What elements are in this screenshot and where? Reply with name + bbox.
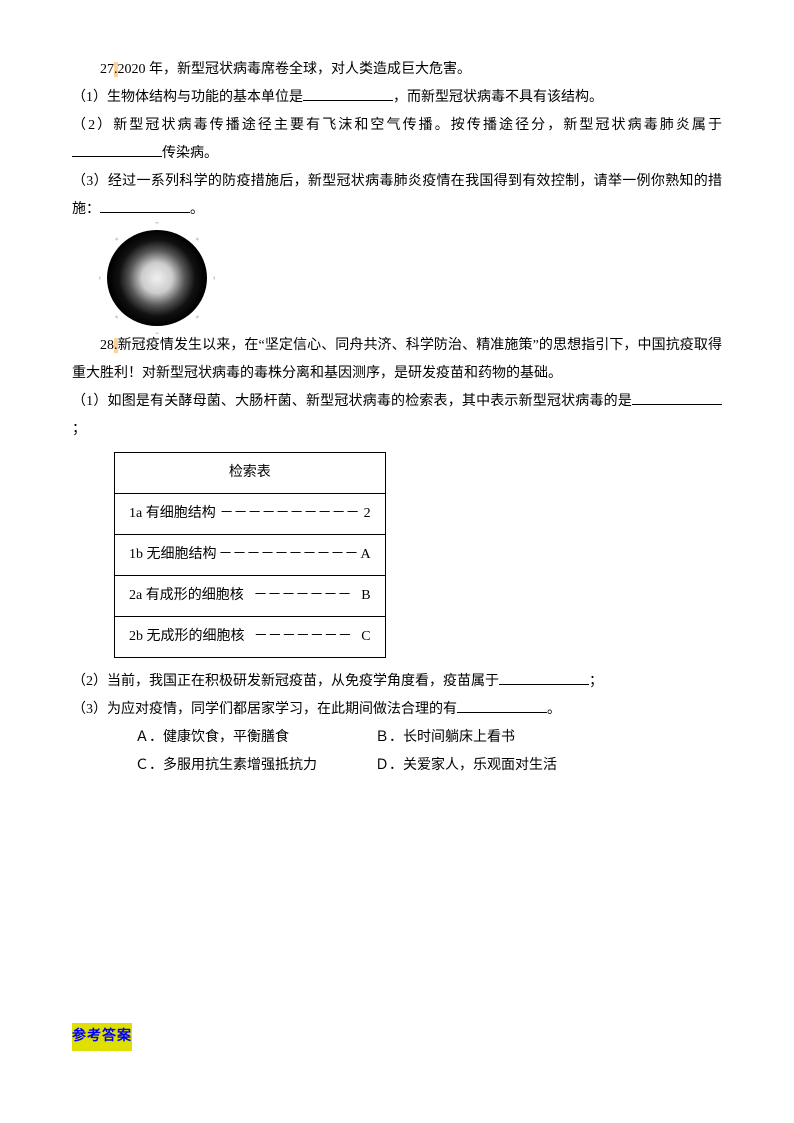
q28-p2-a: （2）当前，我国正在积极研发新冠疫苗，从免疫学角度看，疫苗属于 (72, 674, 499, 689)
blank (499, 671, 589, 685)
blank (457, 699, 547, 713)
table-row: 1b 无细胞结构－－－－－－－－－－A (115, 535, 386, 576)
q28-p3-a: （3）为应对疫情，同学们都居家学习，在此期间做法合理的有 (72, 702, 457, 717)
option-a: Ａ．健康饮食，平衡膳食 (135, 724, 375, 752)
q28-p3: （3）为应对疫情，同学们都居家学习，在此期间做法合理的有 。 (72, 696, 722, 724)
row-right: B (361, 582, 370, 610)
answer-heading-block: 参考答案 (72, 1023, 132, 1051)
answer-heading: 参考答案 (72, 1023, 132, 1051)
q27-intro-text: 2020 年，新型冠状病毒席卷全球，对人类造成巨大危害。 (118, 62, 472, 77)
blank (632, 391, 722, 405)
row-left: 1a 有细胞结构 (129, 500, 216, 528)
blank (303, 87, 393, 101)
table-row: 2b 无成形的细胞核 －－－－－－－ C (115, 617, 386, 658)
key-table: 检索表 1a 有细胞结构－－－－－－－－－－2 1b 无细胞结构－－－－－－－－… (114, 452, 386, 658)
q27-p1-a: （1）生物体结构与功能的基本单位是 (72, 90, 303, 105)
row-dash: －－－－－－－－－－ (219, 541, 359, 569)
q28-p2: （2）当前，我国正在积极研发新冠疫苗，从免疫学角度看，疫苗属于 ； (72, 668, 722, 696)
q28-p2-b: ； (589, 674, 603, 689)
q28-p1-b: ； (72, 422, 86, 437)
q27-p3-b: 。 (190, 202, 204, 217)
row-right: A (361, 541, 371, 569)
row-right: 2 (364, 500, 371, 528)
row-left: 1b 无细胞结构 (129, 541, 217, 569)
table-title: 检索表 (115, 453, 386, 494)
blank (100, 199, 190, 213)
q28-num: 28 (100, 338, 114, 353)
q28-p1: （1）如图是有关酵母菌、大肠杆菌、新型冠状病毒的检索表，其中表示新型冠状病毒的是… (72, 388, 722, 444)
row-dash: －－－－－－－ (254, 582, 352, 610)
q27-p1-b: ，而新型冠状病毒不具有该结构。 (393, 90, 603, 105)
q28-p1-a: （1）如图是有关酵母菌、大肠杆菌、新型冠状病毒的检索表，其中表示新型冠状病毒的是 (72, 394, 632, 409)
row-dash: －－－－－－－－－－ (220, 500, 360, 528)
q27-intro: 27.2020 年，新型冠状病毒席卷全球，对人类造成巨大危害。 (72, 56, 722, 84)
row-right: C (361, 623, 370, 651)
option-c: Ｃ．多服用抗生素增强抵抗力 (135, 752, 375, 780)
virus-image (107, 230, 207, 326)
options-block: Ａ．健康饮食，平衡膳食 Ｂ．长时间躺床上看书 Ｃ．多服用抗生素增强抵抗力 Ｄ．关… (135, 724, 722, 780)
row-dash: －－－－－－－ (254, 623, 352, 651)
option-d: Ｄ．关爱家人，乐观面对生活 (375, 752, 557, 780)
q27-p1: （1）生物体结构与功能的基本单位是 ，而新型冠状病毒不具有该结构。 (72, 84, 722, 112)
q27-num: 27 (100, 62, 114, 77)
row-left: 2a 有成形的细胞核 (129, 582, 244, 610)
q28-intro: 28.新冠疫情发生以来，在“坚定信心、同舟共济、科学防治、精准施策”的思想指引下… (72, 332, 722, 388)
table-row: 1a 有细胞结构－－－－－－－－－－2 (115, 494, 386, 535)
q27-p2: （2）新型冠状病毒传播途径主要有飞沫和空气传播。按传播途径分，新型冠状病毒肺炎属… (72, 112, 722, 168)
option-b: Ｂ．长时间躺床上看书 (375, 724, 515, 752)
q27-p2-a: （2）新型冠状病毒传播途径主要有飞沫和空气传播。按传播途径分，新型冠状病毒肺炎属… (72, 118, 722, 133)
q27-p2-b: 传染病。 (162, 146, 218, 161)
row-left: 2b 无成形的细胞核 (129, 623, 245, 651)
table-row: 2a 有成形的细胞核 －－－－－－－ B (115, 576, 386, 617)
q28-intro-text: 新冠疫情发生以来，在“坚定信心、同舟共济、科学防治、精准施策”的思想指引下，中国… (72, 338, 722, 381)
blank (72, 143, 162, 157)
q27-p3: （3）经过一系列科学的防疫措施后，新型冠状病毒肺炎疫情在我国得到有效控制，请举一… (72, 168, 722, 224)
q28-p3-b: 。 (547, 702, 561, 717)
